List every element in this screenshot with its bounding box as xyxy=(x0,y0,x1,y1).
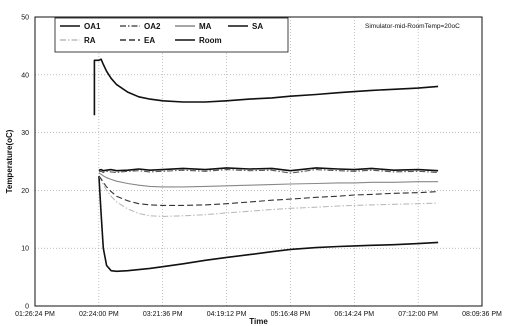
series-line-room xyxy=(93,58,439,116)
legend: OA1 OA2 MA SA RA EA Room xyxy=(54,17,289,53)
series-line-oa1 xyxy=(98,167,439,172)
y-axis: 0 10 20 30 40 50 xyxy=(21,15,29,311)
legend-label-room: Room xyxy=(199,36,222,45)
y-tick-label: 0 xyxy=(25,304,29,311)
legend-box xyxy=(54,17,289,53)
y-tick-label: 50 xyxy=(21,15,29,22)
plot-frame xyxy=(34,16,483,307)
y-tick-label: 10 xyxy=(21,246,29,253)
series-line-ma xyxy=(98,172,439,188)
legend-label-ea: EA xyxy=(144,36,155,45)
y-tick-label: 40 xyxy=(21,72,29,79)
x-axis: 01:26:24 PM 02:24:00 PM 03:21:36 PM 04:19:1… xyxy=(15,311,502,318)
y-axis-title: Temperature(oC) xyxy=(5,129,14,193)
series-line-ea xyxy=(98,175,439,206)
y-tick-label: 30 xyxy=(21,130,29,137)
legend-label-ma: MA xyxy=(199,22,212,31)
legend-label-oa2: OA2 xyxy=(144,22,161,31)
y-tick-label: 20 xyxy=(21,188,29,195)
x-tick-label: 03:21:36 PM xyxy=(143,311,183,318)
x-tick-label: 04:19:12 PM xyxy=(207,311,247,318)
legend-label-ra: RA xyxy=(84,36,96,45)
x-tick-label: 01:26:24 PM xyxy=(15,311,55,318)
grid xyxy=(35,17,482,306)
x-tick-label: 02:24:00 PM xyxy=(79,311,119,318)
legend-label-oa1: OA1 xyxy=(84,22,101,31)
x-tick-label: 05:16:48 PM xyxy=(271,311,311,318)
x-tick-label: 08:09:36 PM xyxy=(462,311,502,318)
series-layer xyxy=(93,58,439,273)
x-tick-label: 07:12:00 PM xyxy=(398,311,438,318)
series-line-sa xyxy=(98,175,439,273)
series-line-oa2 xyxy=(98,169,439,174)
series-line-ra xyxy=(98,175,439,217)
x-axis-title: Time xyxy=(249,317,268,326)
legend-label-sa: SA xyxy=(252,22,263,31)
chart-annotation: Simulator-mid-RoomTemp=20oC xyxy=(365,23,460,30)
x-tick-label: 06:14:24 PM xyxy=(334,311,374,318)
